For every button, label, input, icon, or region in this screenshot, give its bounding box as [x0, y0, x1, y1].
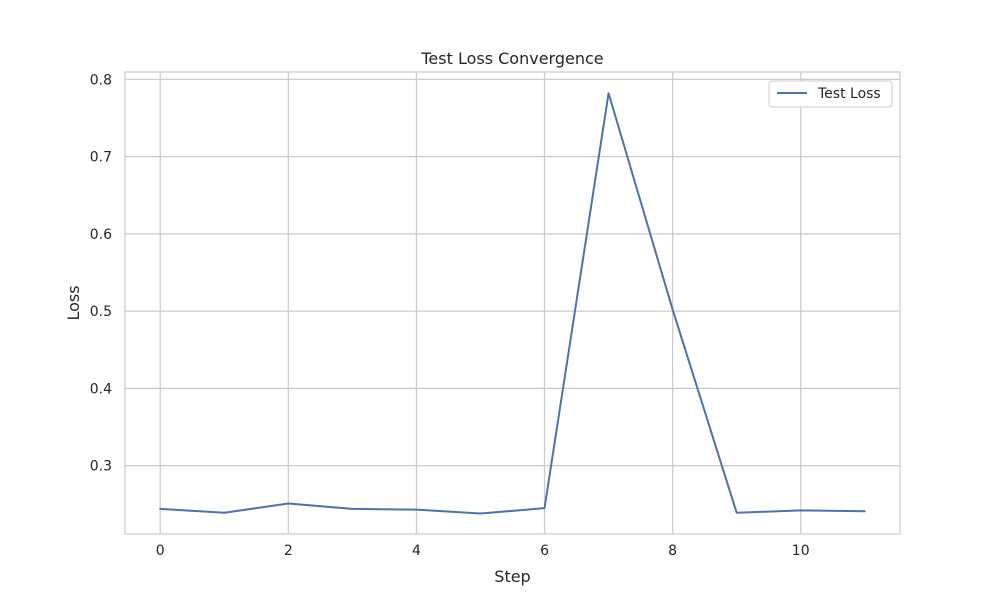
- series-layer: [159, 92, 866, 515]
- grid: [125, 72, 900, 534]
- y-axis-label: Loss: [64, 285, 83, 320]
- x-axis-ticks: 0 2 4 6 8 10: [156, 543, 810, 559]
- chart-title: Test Loss Convergence: [420, 49, 603, 68]
- x-tick-label: 8: [668, 543, 677, 559]
- y-tick-label: 0.6: [90, 227, 112, 243]
- legend-box: [768, 80, 893, 108]
- plot-area: [125, 72, 900, 534]
- x-tick-label: 4: [412, 543, 421, 559]
- y-tick-label: 0.4: [90, 381, 112, 397]
- x-tick-label: 6: [540, 543, 549, 559]
- x-tick-label: 2: [284, 543, 293, 559]
- y-axis-ticks: 0.3 0.4 0.5 0.6 0.7 0.8: [90, 72, 112, 474]
- plot-frame: [124, 71, 901, 535]
- x-tick-label: 0: [156, 543, 165, 559]
- legend: Test Loss: [768, 80, 893, 108]
- y-tick-label: 0.3: [90, 459, 112, 475]
- y-tick-label: 0.5: [90, 304, 112, 320]
- legend-label: Test Loss: [817, 86, 881, 102]
- x-axis-label: Step: [494, 567, 530, 586]
- y-tick-label: 0.8: [90, 72, 112, 88]
- y-tick-label: 0.7: [90, 150, 112, 166]
- x-tick-label: 10: [792, 543, 810, 559]
- test-loss-line: [159, 92, 866, 515]
